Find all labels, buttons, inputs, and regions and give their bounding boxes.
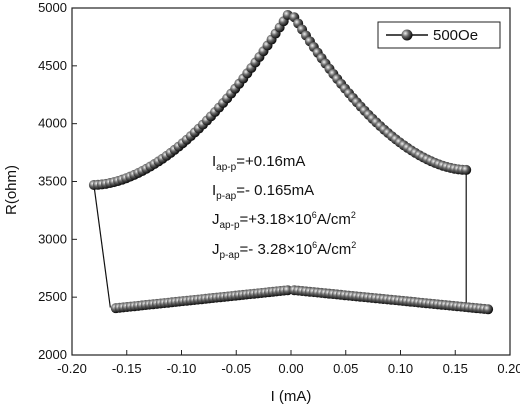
plot-frame	[71, 7, 511, 356]
x-axis-title: I (mA)	[271, 388, 312, 405]
annotation-value: =- 3.28×10	[240, 241, 313, 258]
switch-line	[93, 184, 111, 308]
annotation-line: Jp-ap=- 3.28×106A/cm2	[212, 240, 356, 261]
annotation-subscript: ap-p	[220, 220, 240, 231]
x-tick-label: 0.05	[333, 361, 358, 376]
legend: 500Oe	[377, 21, 501, 49]
annotation-subscript: p-ap	[220, 250, 240, 261]
x-tick-label: -0.15	[112, 361, 142, 376]
legend-marker	[401, 29, 413, 41]
data-points	[88, 9, 494, 315]
x-tick-label: 0.15	[443, 361, 468, 376]
annotation-unit-exponent: 2	[351, 210, 356, 220]
annotation-value: =+3.18×10	[240, 211, 312, 228]
annotation-subscript: ap-p	[216, 162, 236, 173]
annotation-value: =+0.16mA	[236, 153, 305, 170]
annotation-symbol: J	[212, 241, 220, 258]
annotation-unit-exponent: 2	[351, 240, 356, 250]
y-tick-label: 2000	[38, 347, 67, 362]
annotation-unit: A/cm	[317, 241, 351, 258]
y-tick-label: 5000	[38, 0, 67, 15]
annotation-subscript: p-ap	[216, 191, 236, 202]
data-point-low-right	[483, 304, 494, 315]
x-tick-label: 0.10	[388, 361, 413, 376]
annotation-exponent: 6	[312, 210, 317, 220]
annotation-symbol: I	[212, 153, 216, 170]
legend-entry-500oe: 500Oe	[433, 27, 478, 44]
x-tick-label: -0.20	[57, 361, 87, 376]
x-tick-label: 0.00	[278, 361, 303, 376]
y-tick-label: 3500	[38, 174, 67, 189]
y-tick-label: 4000	[38, 116, 67, 131]
annotation-line: Iap-p=+0.16mA	[212, 153, 305, 173]
switch-lines	[93, 169, 467, 308]
x-tick-label: -0.05	[221, 361, 251, 376]
annotation-symbol: I	[212, 182, 216, 199]
y-axis-title: R(ohm)	[3, 165, 20, 215]
y-tick-label: 2500	[38, 289, 67, 304]
annotation-value: =- 0.165mA	[236, 182, 314, 199]
y-tick-label: 4500	[38, 58, 67, 73]
annotation-unit: A/cm	[317, 211, 351, 228]
annotation-line: Ip-ap=- 0.165mA	[212, 182, 314, 202]
y-tick-label: 3000	[38, 231, 67, 246]
x-tick-label: -0.10	[167, 361, 197, 376]
annotation-exponent: 6	[312, 240, 317, 250]
axis-ticks: -0.20 -0.15 -0.10 -0.05 0.00 0.05 0.10 0.15 0.20…	[38, 0, 520, 376]
annotation-symbol: J	[212, 211, 220, 228]
annotation-line: Jap-p=+3.18×106A/cm2	[212, 210, 356, 231]
data-point-high-right	[461, 164, 472, 175]
x-tick-label: 0.20	[497, 361, 520, 376]
